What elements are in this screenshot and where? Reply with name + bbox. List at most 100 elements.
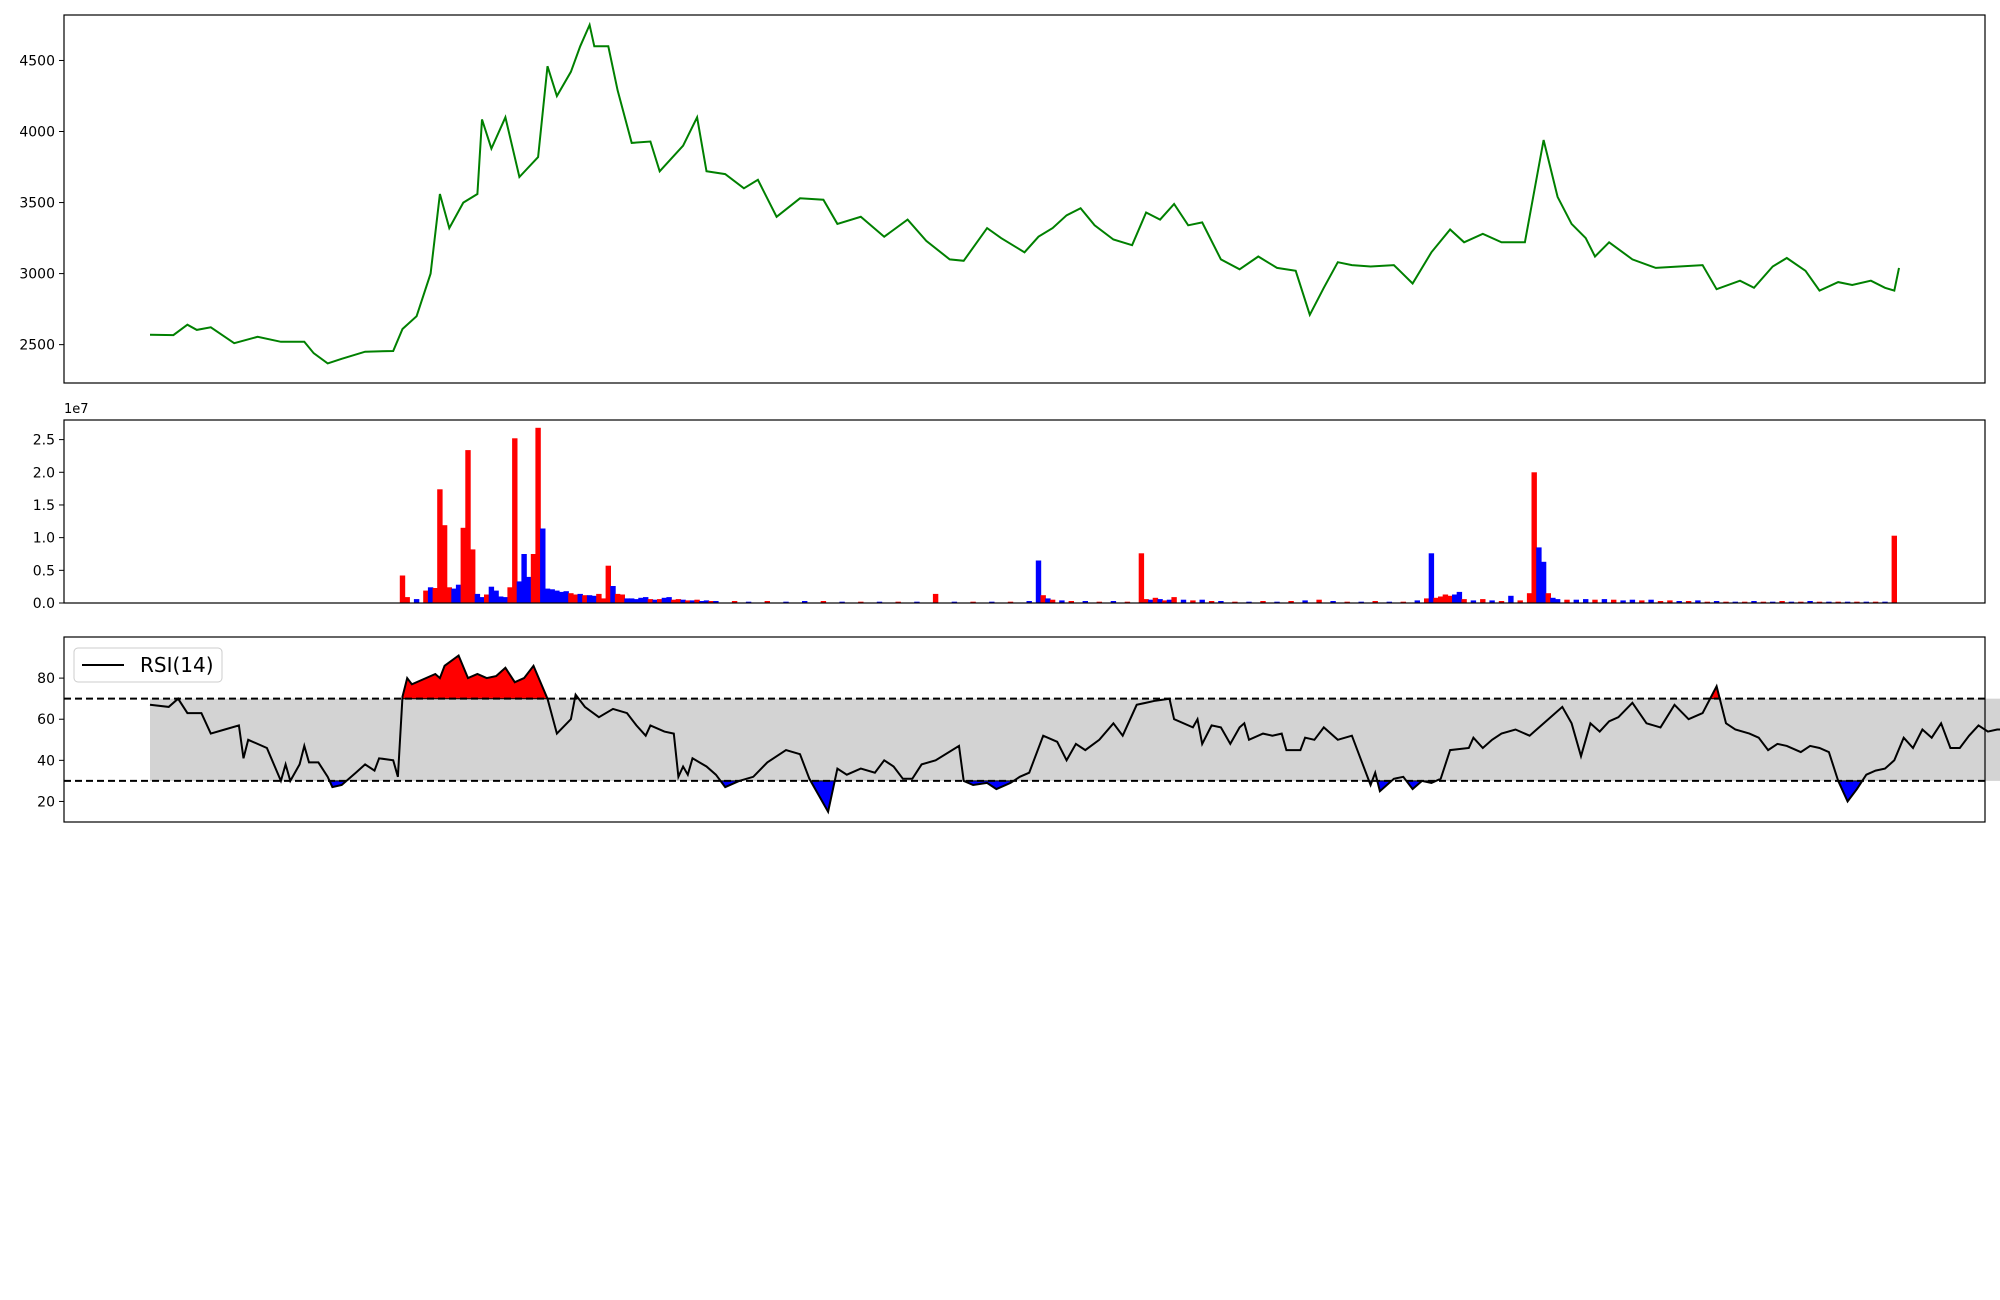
volume-bar <box>783 601 789 603</box>
volume-bar <box>610 586 616 603</box>
volume-bar <box>1723 601 1729 603</box>
volume-panel: 0.0 0.5 1.0 1.5 2.0 2.5 1e7 <box>33 402 1986 612</box>
volume-bar <box>1138 553 1145 603</box>
volume-bar <box>1026 601 1032 603</box>
volume-bar <box>1040 595 1046 603</box>
volume-bar <box>699 601 705 603</box>
price-line <box>149 21 1900 365</box>
volume-bar <box>713 601 719 603</box>
volume-bar <box>858 601 864 603</box>
volume-bar <box>563 591 569 603</box>
volume-bar <box>1162 600 1168 603</box>
volume-bar <box>1550 597 1556 603</box>
volume-bar <box>1779 601 1785 603</box>
volume-bar <box>1639 600 1645 603</box>
volume-bar <box>1554 599 1561 603</box>
y-tick-label: 4000 <box>19 125 55 141</box>
volume-bar <box>596 593 602 603</box>
volume-bar <box>399 575 406 603</box>
volume-bar <box>1470 600 1477 603</box>
volume-bar <box>1171 597 1177 603</box>
volume-bar <box>1508 595 1514 603</box>
volume-bar <box>1798 601 1804 603</box>
volume-bar <box>647 599 654 603</box>
volume-bar <box>577 593 583 603</box>
volume-bar <box>479 597 485 603</box>
volume-bar <box>1676 601 1682 603</box>
volume-bar <box>521 554 527 603</box>
volume-bar <box>1620 600 1626 603</box>
volume-bar <box>488 586 495 603</box>
volume-bar <box>554 590 560 603</box>
volume-bar <box>802 601 808 603</box>
y-tick-label: 2.5 <box>33 433 55 449</box>
volume-bar <box>404 597 410 603</box>
volume-bar <box>1218 601 1224 603</box>
volume-bar <box>1246 601 1252 603</box>
volume-bar <box>484 594 490 603</box>
volume-bar <box>1657 601 1664 603</box>
volume-y-axis: 0.0 0.5 1.0 1.5 2.0 2.5 <box>33 433 64 612</box>
volume-marks <box>399 427 1897 603</box>
volume-bar <box>1713 601 1720 603</box>
rsi-legend-label: RSI(14) <box>140 653 214 677</box>
volume-bar <box>1045 598 1051 603</box>
volume-bar <box>638 597 644 603</box>
volume-bar <box>498 596 504 603</box>
volume-bar <box>1807 601 1813 603</box>
volume-bar <box>535 427 541 603</box>
volume-bar <box>876 601 883 603</box>
volume-bar <box>605 565 611 603</box>
volume-bar <box>1770 601 1776 603</box>
volume-bar <box>839 601 845 603</box>
volume-bar <box>1372 601 1378 603</box>
volume-bar <box>731 601 738 603</box>
y-tick-label: 60 <box>37 712 55 728</box>
volume-bar <box>1386 601 1392 603</box>
volume-bar <box>1330 601 1336 603</box>
volume-bar <box>1611 599 1617 603</box>
volume-bar <box>633 599 640 603</box>
volume-bar <box>460 527 466 603</box>
volume-bar <box>1110 601 1117 603</box>
volume-bar <box>914 601 920 603</box>
volume-bar <box>1835 601 1841 603</box>
volume-bar <box>455 584 462 603</box>
volume-bar <box>423 590 429 603</box>
volume-bar <box>544 588 551 603</box>
volume-bar <box>1751 601 1757 603</box>
volume-bar <box>530 554 537 603</box>
volume-bar <box>1629 599 1636 603</box>
volume-bar <box>1695 600 1701 603</box>
volume-bar <box>540 528 546 603</box>
volume-bar <box>1143 599 1149 603</box>
volume-bar <box>661 597 668 603</box>
volume-bar <box>1742 601 1748 603</box>
y-tick-label: 2.0 <box>33 465 55 481</box>
volume-bar <box>680 599 686 603</box>
volume-bar <box>591 595 597 603</box>
y-tick-label: 4500 <box>19 53 55 69</box>
volume-bar <box>1260 601 1266 603</box>
volume-bar <box>572 594 579 603</box>
volume-bar <box>1854 601 1860 603</box>
volume-bar <box>666 597 672 603</box>
volume-bar <box>1148 599 1154 603</box>
y-tick-label: 20 <box>37 794 55 810</box>
y-tick-label: 80 <box>37 671 55 687</box>
volume-bar <box>493 590 499 603</box>
volume-bar <box>619 594 625 603</box>
volume-bar <box>526 576 532 603</box>
volume-bar <box>1480 599 1486 603</box>
rsi-y-axis: 20 40 60 80 <box>37 671 64 810</box>
volume-bar <box>1583 599 1589 603</box>
y-tick-label: 1.5 <box>33 498 55 514</box>
volume-bar <box>1007 601 1014 603</box>
volume-bar <box>1166 599 1173 603</box>
volume-bar <box>1816 601 1823 603</box>
volume-bar <box>1826 601 1832 603</box>
volume-bar <box>989 601 995 603</box>
y-tick-label: 1.0 <box>33 531 55 547</box>
price-y-axis: 2500 3000 3500 4000 4500 <box>19 53 64 354</box>
